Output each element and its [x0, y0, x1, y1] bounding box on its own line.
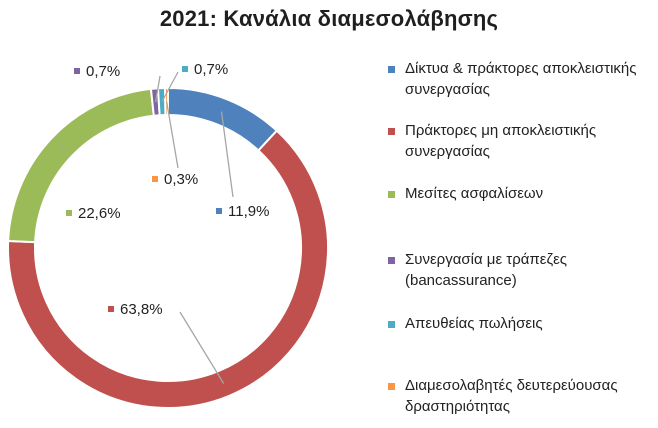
data-label-marker	[152, 176, 158, 182]
legend-swatch	[388, 128, 395, 135]
legend-item-bancassurance: Συνεργασία με τράπεζες (bancassurance)	[388, 249, 656, 291]
leader-line	[179, 311, 225, 384]
data-label-non-exclusive-agents: 63,8%	[120, 301, 163, 318]
legend-item-networks: Δίκτυα & πράκτορες αποκλειστικής συνεργα…	[388, 58, 656, 100]
data-label-marker	[66, 210, 72, 216]
legend-label: Πράκτορες μη αποκλειστικής συνεργασίας	[405, 122, 597, 160]
legend-label: Διαμεσολαβητές δευτερεύουσας δραστηριότη…	[405, 377, 618, 415]
data-label-marker	[74, 68, 80, 74]
legend-item-brokers: Μεσίτες ασφαλίσεων	[388, 183, 656, 204]
data-label-marker	[216, 208, 222, 214]
data-label-networks: 11,9%	[228, 203, 269, 220]
legend-label: Συνεργασία με τράπεζες (bancassurance)	[405, 251, 567, 289]
data-label-brokers: 22,6%	[78, 205, 121, 222]
leader-line	[220, 111, 234, 198]
data-label-marker	[108, 306, 114, 312]
legend-swatch	[388, 383, 395, 390]
chart-title: 2021: Κανάλια διαμεσολάβησης	[159, 6, 499, 31]
legend-swatch	[388, 66, 395, 73]
data-label-secondary-intermediaries: 0,3%	[164, 171, 198, 188]
data-label-direct-sales: 0,7%	[194, 61, 228, 78]
legend-label: Μεσίτες ασφαλίσεων	[405, 185, 544, 202]
legend-swatch	[388, 257, 395, 264]
legend-label: Απευθείας πωλήσεις	[405, 315, 543, 332]
donut-chart: 11,9% 63,8% 22,6% 0,7% 0,7% 0,3%	[7, 61, 329, 409]
legend-item-direct-sales: Απευθείας πωλήσεις	[388, 313, 656, 334]
legend-swatch	[388, 321, 395, 328]
legend-item-secondary-intermediaries: Διαμεσολαβητές δευτερεύουσας δραστηριότη…	[388, 375, 656, 417]
leader-line	[161, 71, 179, 102]
legend-swatch	[388, 191, 395, 198]
legend-item-non-exclusive-agents: Πράκτορες μη αποκλειστικής συνεργασίας	[388, 120, 656, 162]
leader-line	[165, 101, 179, 169]
slice-non-exclusive-agents	[7, 129, 329, 409]
leader-line	[154, 75, 161, 103]
leader-line	[60, 147, 66, 151]
legend-label: Δίκτυα & πράκτορες αποκλειστικής συνεργα…	[405, 60, 637, 98]
data-label-marker	[182, 66, 188, 72]
data-label-bancassurance: 0,7%	[86, 63, 120, 80]
